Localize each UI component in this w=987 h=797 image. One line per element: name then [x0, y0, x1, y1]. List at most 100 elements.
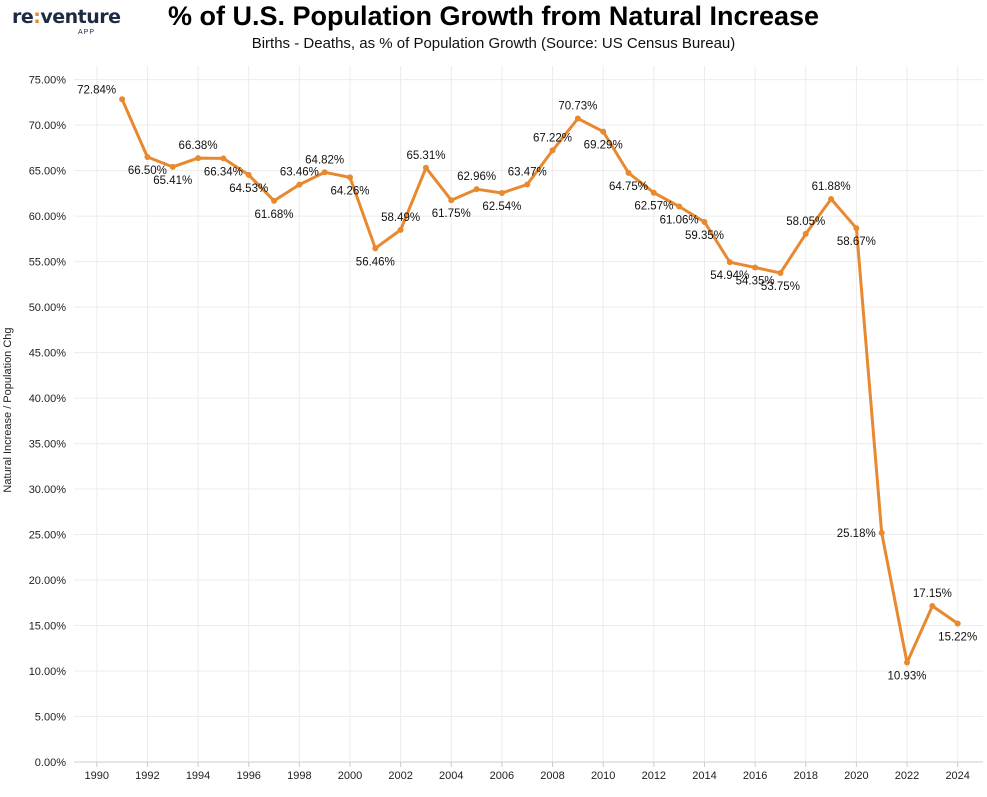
y-tick-label: 10.00% — [29, 666, 67, 678]
data-point — [372, 245, 379, 252]
logo-text-right: venture — [40, 6, 121, 28]
data-label: 64.26% — [330, 185, 369, 197]
data-label: 66.50% — [128, 165, 167, 177]
y-tick-label: 75.00% — [29, 75, 67, 87]
x-tick-label: 2010 — [591, 770, 615, 782]
logo-wordmark: re:venture — [12, 6, 121, 28]
x-tick-label: 1998 — [287, 770, 311, 782]
data-label: 66.34% — [204, 166, 243, 178]
data-point — [676, 203, 683, 210]
data-point — [904, 659, 911, 666]
data-label: 64.82% — [305, 154, 344, 166]
data-label: 63.46% — [280, 167, 319, 179]
y-tick-labels: 0.00% 5.00% 10.00% 15.00% 20.00% 25.00% 30.00%… — [29, 75, 67, 769]
data-label: 61.75% — [432, 208, 471, 220]
data-point — [726, 259, 733, 266]
data-point — [271, 197, 278, 204]
data-point — [701, 219, 708, 226]
data-labels: 72.84% 66.50%65.41% 66.38% 66.34% 64.53% 61.6… — [77, 84, 977, 682]
data-point — [650, 189, 657, 196]
data-point — [498, 190, 505, 197]
y-tick-label: 55.00% — [29, 257, 67, 269]
x-tick-label: 1996 — [236, 770, 260, 782]
data-point — [777, 269, 784, 276]
y-tick-label: 70.00% — [29, 120, 67, 132]
data-point — [954, 620, 961, 627]
y-tick-label: 30.00% — [29, 484, 67, 496]
x-tick-label: 1992 — [135, 770, 159, 782]
chart-subtitle: Births - Deaths, as % of Population Grow… — [251, 35, 736, 52]
data-label: 54.35% — [736, 276, 775, 288]
y-tick-label: 25.00% — [29, 530, 67, 542]
series-growth — [119, 96, 961, 666]
x-tick-label: 2018 — [794, 770, 818, 782]
data-label: 58.49% — [381, 212, 420, 224]
x-tick-label: 2002 — [388, 770, 412, 782]
data-label: 61.88% — [812, 181, 851, 193]
y-tick-label: 0.00% — [35, 757, 66, 769]
data-point — [346, 174, 353, 181]
data-point — [929, 602, 936, 609]
data-point — [574, 115, 581, 122]
data-point — [524, 181, 531, 188]
data-label: 63.47% — [508, 167, 547, 179]
y-tick-label: 60.00% — [29, 211, 67, 223]
data-label: 62.96% — [457, 171, 496, 183]
data-label: 58.05% — [786, 216, 825, 228]
data-point — [752, 264, 759, 271]
data-point — [119, 96, 126, 103]
x-tick-label: 2006 — [490, 770, 514, 782]
data-point — [296, 181, 303, 188]
logo-text-separator: : — [33, 6, 41, 28]
y-tick-label: 20.00% — [29, 575, 67, 587]
data-point — [802, 230, 809, 237]
gridlines — [74, 66, 983, 763]
y-tick-label: 15.00% — [29, 621, 67, 633]
data-label: 70.73% — [558, 100, 597, 112]
reventure-logo: re:venture APP — [12, 6, 122, 36]
x-tick-label: 2012 — [642, 770, 666, 782]
data-label: 66.38% — [179, 140, 218, 152]
chart-title: % of U.S. Population Growth from Natural… — [167, 1, 820, 31]
data-point — [828, 196, 835, 203]
data-label: 10.93% — [888, 671, 927, 683]
y-tick-label: 35.00% — [29, 439, 67, 451]
x-tick-label: 2008 — [540, 770, 564, 782]
x-tick-label: 2004 — [439, 770, 463, 782]
x-tick-label: 1990 — [85, 770, 109, 782]
data-point — [600, 128, 607, 135]
y-tick-label: 5.00% — [35, 712, 66, 724]
x-tick-label: 2014 — [692, 770, 716, 782]
axes — [74, 761, 983, 767]
data-point — [549, 147, 556, 154]
x-tick-label: 2020 — [844, 770, 868, 782]
data-label: 61.68% — [255, 209, 294, 221]
data-label: 17.15% — [913, 588, 952, 600]
x-tick-label: 1994 — [186, 770, 210, 782]
data-label: 69.29% — [584, 140, 623, 152]
data-label: 15.22% — [938, 632, 977, 644]
x-tick-labels: 1990 1992 1994 1996 1998 2000 2002 2004 2006 2008… — [85, 770, 970, 782]
data-label: 25.18% — [837, 528, 876, 540]
data-label: 64.75% — [609, 181, 648, 193]
x-tick-label: 2000 — [338, 770, 362, 782]
data-label: 62.57% — [634, 201, 673, 213]
data-point — [473, 186, 480, 193]
y-tick-label: 65.00% — [29, 166, 67, 178]
data-label: 72.84% — [77, 84, 116, 96]
data-label: 61.06% — [660, 214, 699, 226]
x-tick-label: 2016 — [743, 770, 767, 782]
data-point — [422, 164, 429, 171]
data-label: 65.41% — [153, 175, 192, 187]
data-label: 58.67% — [837, 236, 876, 248]
data-label: 62.54% — [482, 201, 521, 213]
data-label: 59.35% — [685, 230, 724, 242]
data-point — [245, 171, 252, 178]
logo-text-left: re — [12, 6, 34, 28]
data-point — [144, 153, 151, 160]
data-point — [169, 163, 176, 170]
data-point — [321, 169, 328, 176]
data-label: 64.53% — [229, 183, 268, 195]
data-point — [195, 155, 202, 162]
